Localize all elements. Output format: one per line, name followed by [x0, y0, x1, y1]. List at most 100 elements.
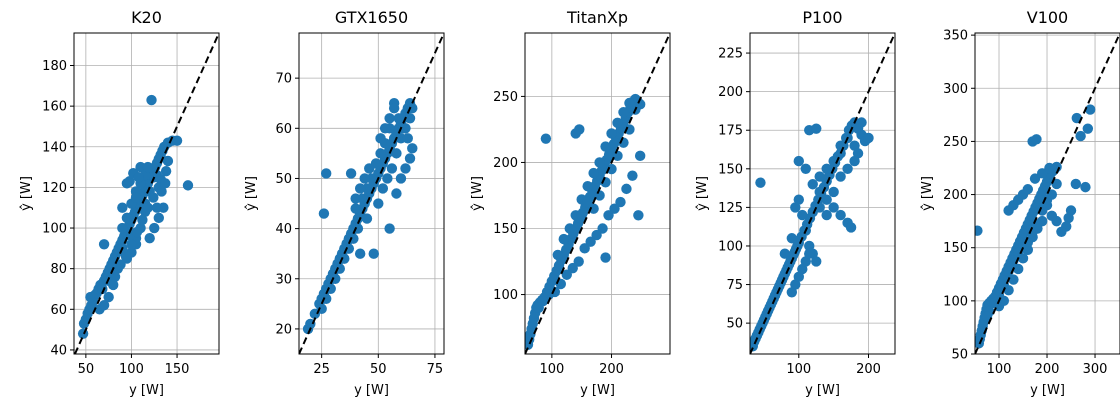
scatter-point [863, 132, 874, 144]
x-tick-label: 150 [165, 362, 190, 377]
x-tick-label: 200 [1035, 362, 1060, 377]
chart-title: K20 [131, 8, 162, 27]
scatter-point [564, 223, 575, 234]
scatter-point [1017, 253, 1029, 264]
scatter-point [1022, 244, 1034, 256]
scatter-point [375, 148, 386, 159]
y-tick-label: 100 [42, 222, 67, 237]
scatter-point [1085, 104, 1096, 115]
scatter-point [130, 192, 142, 203]
y-tick-label: 40 [50, 343, 67, 358]
scatter-point [588, 203, 599, 214]
y-tick-label: 200 [493, 156, 518, 171]
x-tick-label: 25 [313, 362, 330, 377]
scatter-point [615, 196, 626, 208]
y-tick-label: 120 [42, 181, 67, 196]
scatter-point [835, 140, 846, 151]
scatter-point [582, 181, 593, 192]
scatter-point [350, 203, 361, 214]
scatter-point [137, 214, 148, 226]
scatter-point [320, 168, 332, 179]
scatter-point [386, 163, 398, 174]
identity-line [525, 33, 670, 354]
scatter-point [835, 171, 846, 182]
scatter-point [786, 233, 798, 244]
x-tick-label: 100 [539, 362, 564, 377]
y-tick-label: 250 [493, 90, 518, 105]
y-axis-label: ŷ [W] [920, 176, 935, 211]
scatter-point [384, 113, 395, 124]
scatter-point [975, 225, 983, 236]
scatter-point [597, 223, 608, 234]
scatter-point [156, 186, 167, 197]
y-tick-label: 200 [718, 85, 743, 100]
scatter-point [393, 113, 404, 124]
scatter-point [354, 183, 366, 194]
y-tick-label: 80 [50, 262, 67, 277]
scatter-point [388, 103, 400, 114]
scatter-point [579, 243, 590, 254]
scatter-point [117, 202, 128, 213]
scatter-point [115, 259, 126, 270]
scatter-points-gtx1650 [302, 98, 418, 335]
scatter-point [361, 213, 373, 224]
scatter-point [998, 295, 1010, 307]
scatter-point [561, 269, 572, 280]
chart-title: GTX1650 [335, 8, 408, 27]
scatter-points-k20 [77, 94, 194, 339]
y-tick-label: 150 [493, 222, 518, 237]
scatter-point [142, 202, 154, 213]
grid-p100 [750, 33, 895, 354]
chart-panel-gtx1650: 25 50 75 20 30 40 50 60 70 GTX1650 y [W] ŷ [W] [244, 8, 445, 398]
scatter-point [828, 202, 839, 213]
scatter-points-p100 [750, 117, 874, 352]
scatter-point [612, 117, 623, 129]
scatter-point [558, 233, 569, 245]
identity-line [975, 33, 1120, 354]
y-tick-label: 150 [718, 162, 743, 177]
axes-frame [73, 32, 220, 355]
scatter-point [627, 170, 638, 181]
axes-frame [524, 32, 671, 355]
chart-title: P100 [802, 8, 842, 27]
y-tick-label: 225 [718, 47, 743, 62]
scatter-point [600, 252, 611, 263]
scatter-point [621, 183, 632, 195]
identity-line [74, 33, 219, 354]
scatter-point [124, 176, 135, 187]
chart-title: V100 [1027, 8, 1068, 27]
y-tick-label: 140 [42, 140, 67, 155]
scatter-points-titanxp [525, 93, 646, 350]
scatter-point [1027, 226, 1038, 237]
scatter-point [1013, 263, 1024, 275]
scatter-point [600, 141, 611, 152]
scatter-point [793, 194, 804, 205]
scatter-point [1031, 134, 1042, 145]
y-tick-label: 75 [726, 278, 743, 293]
scatter-point [828, 186, 839, 198]
scatter-point [1075, 130, 1086, 142]
y-axis-label: ŷ [W] [244, 176, 259, 211]
scatter-point [402, 133, 413, 144]
x-axis-label: y [W] [580, 383, 615, 398]
scatter-point [1046, 210, 1058, 222]
scatter-point [98, 239, 110, 250]
axes-frame [749, 32, 896, 355]
y-tick-label: 160 [42, 100, 67, 115]
identity-line [750, 33, 895, 354]
y-tick-label: 250 [943, 135, 968, 150]
y-tick-label: 350 [943, 29, 968, 44]
y-tick-label: 60 [275, 122, 292, 137]
scatter-point [797, 209, 808, 221]
x-tick-label: 50 [78, 362, 95, 377]
y-tick-label: 180 [42, 59, 67, 74]
scatter-point [807, 179, 818, 190]
scatter-point [120, 251, 132, 262]
scatter-point [585, 236, 596, 247]
scatter-point [811, 123, 822, 134]
scatter-point [821, 163, 832, 175]
scatter-point [135, 161, 146, 173]
scatter-point [160, 165, 172, 177]
y-tick-label: 100 [943, 294, 968, 309]
